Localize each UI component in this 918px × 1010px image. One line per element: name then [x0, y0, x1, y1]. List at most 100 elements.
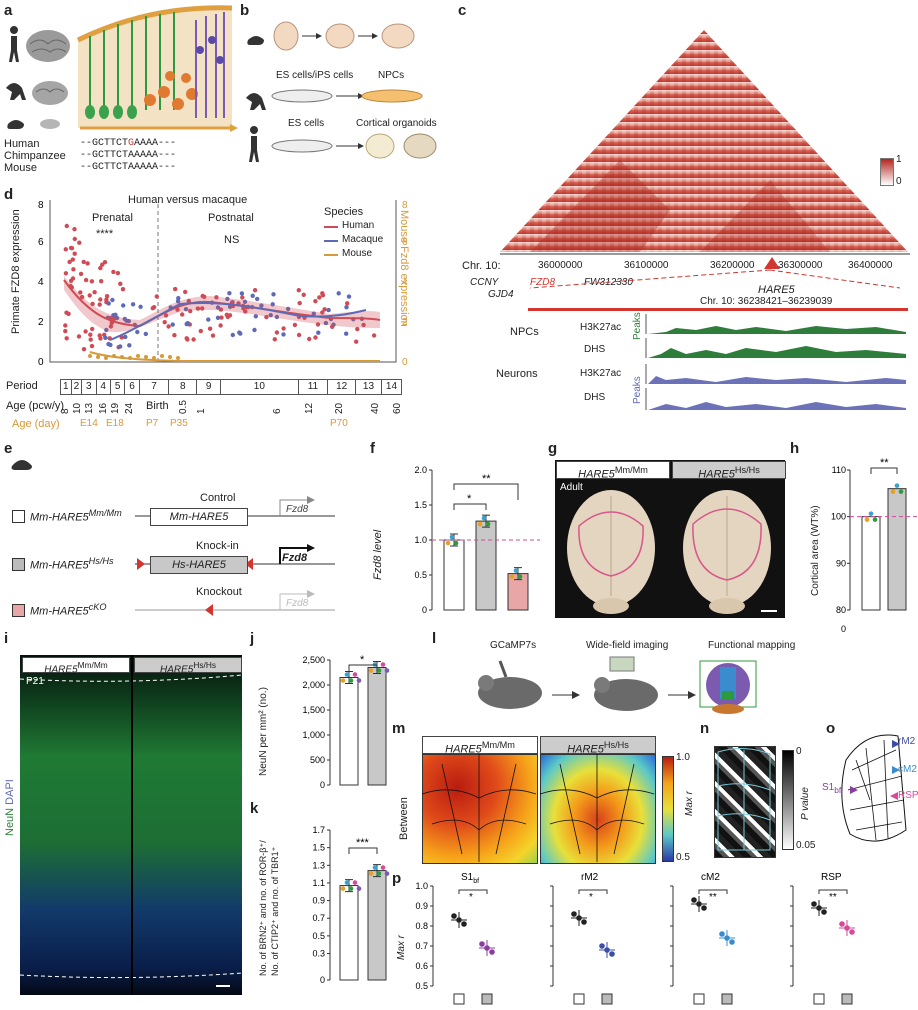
d-point: [118, 344, 123, 349]
p-data-dot: [451, 913, 457, 919]
p-data-dot: [479, 941, 485, 947]
d-age-tick: Birth: [146, 400, 169, 412]
o-label-rm2: rM2: [898, 736, 916, 747]
i-header-mm: HARE5Mm/Mm: [22, 657, 130, 675]
d-point: [210, 333, 216, 338]
d-point: [188, 308, 193, 314]
n-scale-label: P value: [800, 787, 811, 820]
p-data-dot: [609, 951, 615, 957]
d-point: [259, 303, 264, 308]
panel-label-e: e: [4, 440, 13, 457]
d-point: [102, 260, 108, 265]
f-bar-chart: 00.51.01.52.0***: [414, 465, 540, 615]
d-point: [85, 261, 90, 266]
d-point: [202, 294, 207, 299]
d-point: [272, 337, 277, 342]
y-tick-label: 0.9: [312, 896, 325, 906]
d-point: [135, 329, 140, 335]
d-point: [103, 335, 108, 340]
y-tick-label: 0: [320, 975, 325, 985]
e-row-cko-swatch: [12, 604, 25, 617]
d-point: [316, 330, 321, 335]
d-point: [76, 334, 82, 339]
d-period-cell: 4: [97, 380, 111, 394]
c-tick-3: 36200000: [710, 260, 755, 271]
y-tick-label: 1,500: [302, 705, 325, 715]
e-row-control-label: Mm-HARE5Mm/Mm: [30, 508, 122, 524]
c-track-npc-h3k27ac: H3K27ac: [580, 322, 622, 333]
d-point: [98, 265, 103, 271]
p-tick-label: 0.5: [415, 981, 428, 991]
human-brain-icon: [26, 30, 70, 62]
d-point: [111, 313, 116, 318]
p-sig-label: **: [829, 892, 837, 903]
p-panel-title-sub: bf: [473, 878, 479, 885]
p-tick-label: 1.0: [415, 881, 428, 891]
d-point: [297, 300, 302, 306]
d-point: [108, 324, 114, 329]
n-colorbar: [782, 750, 794, 850]
hare5-marker-icon: [764, 257, 780, 269]
n-pvalue-map: [714, 746, 776, 858]
d-point: [106, 301, 111, 306]
c-gene-fzd8: FZD8: [530, 277, 555, 288]
i-header-hs: HARE5Hs/Hs: [134, 657, 242, 675]
bar: [443, 539, 465, 611]
p-group-swatch-hs: [481, 993, 493, 1005]
d-mouse-point: [144, 355, 148, 359]
d-point: [67, 259, 72, 265]
neuron-h3k27ac-track: [648, 376, 906, 384]
d-point: [185, 321, 190, 326]
k-bar-chart: 0 0.3 0.5 0.7 0.9 1.1 1.3 1.5 1.7 ***: [312, 825, 390, 985]
c-chr-label: Chr. 10:: [462, 260, 501, 272]
legend-human-swatch: [324, 226, 338, 228]
d-point: [111, 269, 116, 275]
npc-h3k27ac-track: [648, 326, 906, 334]
d-point: [230, 332, 235, 338]
o-label-cm2: cM2: [898, 764, 917, 775]
d-point: [311, 311, 316, 316]
d-point: [243, 309, 248, 314]
d-point: [72, 227, 77, 232]
d-ageday-e18: E18: [106, 418, 124, 429]
data-dot: [344, 880, 350, 885]
panel-label-f: f: [370, 440, 375, 457]
d-age-tick: 8: [60, 408, 71, 414]
d-point: [253, 314, 258, 319]
d-point: [98, 336, 103, 341]
d-point: [114, 315, 120, 321]
d-point: [344, 305, 349, 310]
mouse-imaging-icon: [594, 679, 658, 711]
c-tick-5: 36400000: [848, 260, 893, 271]
d-point: [63, 247, 68, 252]
d-point: [68, 245, 74, 251]
e-box-hs-hare5: Hs-HARE5: [150, 556, 248, 574]
p-data-dot: [696, 901, 702, 907]
y-tick-label: 1.5: [414, 500, 427, 510]
d-point: [344, 331, 349, 336]
d-point: [108, 342, 113, 348]
p-data-dot: [461, 921, 467, 927]
c-tick-1: 36000000: [538, 260, 583, 271]
c-neurons-label: Neurons: [496, 368, 538, 380]
d-point: [281, 326, 286, 331]
d-point: [143, 331, 148, 337]
bar: [367, 667, 387, 786]
d-period-cell: 3: [82, 380, 97, 394]
y-tick-label: 1.5: [312, 843, 325, 853]
legend-macaque-swatch: [324, 240, 338, 242]
o-label-rsp: RSP: [898, 790, 918, 801]
p-data-dot: [456, 917, 462, 923]
data-dot: [356, 678, 362, 683]
d-point: [104, 327, 109, 333]
panel-label-i: i: [4, 630, 9, 647]
d-point: [150, 306, 155, 311]
e-caption-control: Control: [200, 492, 236, 504]
hi-c-scale-min: 0: [896, 176, 902, 187]
d-point: [322, 307, 327, 312]
p-data-dot: [604, 947, 610, 953]
d-point: [185, 337, 190, 342]
p-data-dot: [701, 905, 707, 911]
seq-human-suffix: AAAA---: [134, 138, 177, 149]
d-legend-title: Species: [324, 206, 364, 218]
